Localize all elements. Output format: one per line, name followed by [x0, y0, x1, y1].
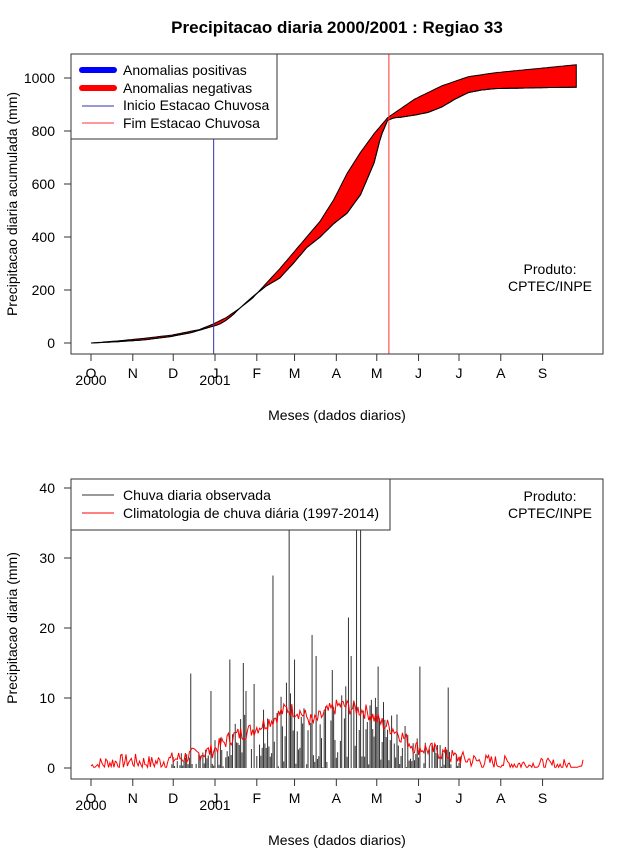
daily-legend: Chuva diaria observada Climatologia de c…	[70, 478, 391, 531]
cumulative-y-tick-label: 800	[32, 123, 56, 139]
daily-x-tick-label: A	[332, 790, 342, 806]
daily-produto-source: CPTEC/INPE	[508, 505, 592, 521]
daily-x-tick-label: N	[128, 790, 138, 806]
cumulative-y-tick-label: 200	[32, 282, 56, 298]
cumulative-x-tick-label: J	[212, 365, 219, 381]
cumulative-x-tick-label: M	[289, 365, 301, 381]
cumulative-x-tick-label: J	[415, 365, 422, 381]
cumulative-x-tick-label: A	[496, 365, 506, 381]
cumulative-y-tick-label: 600	[32, 176, 56, 192]
legend-label-observed: Chuva diaria observada	[123, 487, 271, 503]
daily-y-tick-label: 20	[39, 620, 55, 636]
daily-x-tick-label: S	[538, 790, 547, 806]
daily-x-tick-label: J	[415, 790, 422, 806]
cumulative-x-axis-label: Meses (dados diarios)	[268, 407, 406, 423]
cumulative-marks	[90, 54, 577, 354]
chart-title: Precipitacao diaria 2000/2001 : Regiao 3…	[171, 18, 503, 37]
daily-year-label-2001: 2001	[199, 797, 230, 813]
daily-x-tick-label: A	[496, 790, 506, 806]
daily-x-axis-label: Meses (dados diarios)	[268, 832, 406, 848]
daily-x-tick-label: J	[212, 790, 219, 806]
daily-y-axis-label: Precipitacao diaria (mm)	[4, 552, 20, 704]
daily-y-tick-label: 40	[39, 480, 55, 496]
daily-marks	[90, 502, 584, 769]
cumulative-x-tick-label: A	[332, 365, 342, 381]
daily-panel: 0 10 20 30 40 O N D J F M A M J J A S 2000 2001 Meses (…	[4, 478, 604, 848]
daily-legend-box	[70, 478, 391, 531]
cumulative-y-tick-label: 1000	[24, 70, 55, 86]
daily-y-tick-labels: 0 10 20 30 40	[39, 480, 72, 776]
cumulative-year-label-2001: 2001	[199, 372, 230, 388]
cumulative-produto-source: CPTEC/INPE	[508, 278, 592, 294]
cumulative-legend: Anomalias positivas Anomalias negativas …	[70, 53, 278, 140]
daily-y-tick-label: 30	[39, 550, 55, 566]
daily-produto-label: Produto:	[524, 488, 577, 504]
cumulative-x-tick-label: N	[128, 365, 138, 381]
cumulative-x-tick-label: D	[168, 365, 178, 381]
cumulative-y-tick-labels: 0 200 400 600 800 1000	[24, 70, 72, 351]
cumulative-year-label-2000: 2000	[75, 372, 106, 388]
legend-label-climatology: Climatologia de chuva diária (1997-2014)	[123, 505, 379, 521]
legend-label-positive: Anomalias positivas	[123, 62, 247, 78]
cumulative-produto-label: Produto:	[524, 261, 577, 277]
cumulative-y-axis-label: Precipitacao diaria acumulada (mm)	[4, 92, 20, 316]
cumulative-panel: 0 200 400 600 800 1000 O N D J F M A M J J A S 2000 2001…	[4, 53, 604, 423]
cumulative-x-tick-label: F	[253, 365, 262, 381]
legend-label-onset: Inicio Estacao Chuvosa	[123, 97, 270, 113]
daily-x-tick-label: M	[371, 790, 383, 806]
legend-label-end: Fim Estacao Chuvosa	[123, 115, 260, 131]
observed-cumulative-line	[90, 86, 577, 344]
cumulative-x-tick-label: S	[538, 365, 547, 381]
cumulative-x-tick-label: M	[371, 365, 383, 381]
daily-year-label-2000: 2000	[75, 797, 106, 813]
cumulative-x-tick-label: O	[86, 365, 97, 381]
daily-x-tick-label: O	[86, 790, 97, 806]
daily-y-tick-label: 0	[47, 760, 55, 776]
daily-x-tick-label: J	[455, 790, 462, 806]
cumulative-y-tick-label: 400	[32, 229, 56, 245]
cumulative-y-tick-label: 0	[47, 335, 55, 351]
daily-y-tick-label: 10	[39, 690, 55, 706]
cumulative-x-tick-label: J	[455, 365, 462, 381]
daily-x-tick-label: F	[253, 790, 262, 806]
climatology-line	[90, 699, 584, 769]
daily-x-tick-label: M	[289, 790, 301, 806]
legend-label-negative: Anomalias negativas	[123, 80, 252, 96]
daily-x-tick-label: D	[168, 790, 178, 806]
